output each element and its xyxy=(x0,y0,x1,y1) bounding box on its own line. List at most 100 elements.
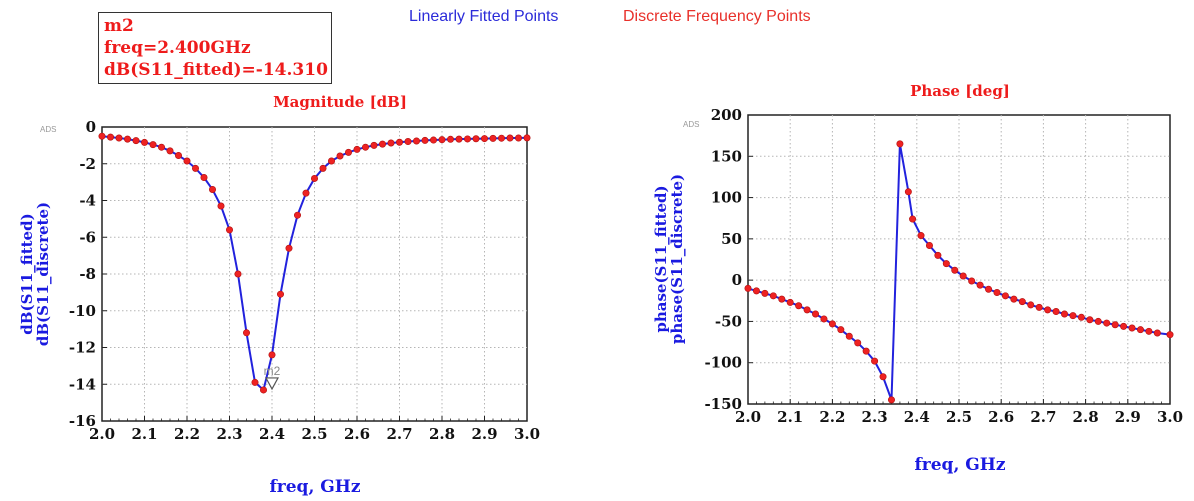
phase-series-discrete-point xyxy=(934,251,942,259)
mag-x-tick-label: 2.3 xyxy=(216,425,242,443)
mag-chart: 2.0 2.1 2.2 2.3 2.4 2.5 2.6 2.7 2.8 2.9 3.0 0 -2 -4 -6… xyxy=(18,93,540,497)
phase-x-tick-label: 2.5 xyxy=(946,408,972,426)
phase-series-discrete-point xyxy=(959,272,967,280)
mag-series-discrete-point xyxy=(192,164,200,172)
phase-series-discrete-point xyxy=(820,315,828,323)
phase-series-discrete-point xyxy=(812,310,820,318)
mag-y-tick-label: -12 xyxy=(69,339,96,357)
mag-y-axis-label-line: dB(S11_discrete) xyxy=(34,202,52,346)
mag-series-discrete-point xyxy=(98,132,106,140)
phase-series-discrete-point xyxy=(1094,317,1102,325)
mag-series-discrete-point xyxy=(259,386,267,394)
mag-x-tick-label: 2.7 xyxy=(386,425,412,443)
mag-series-discrete-point xyxy=(243,329,251,337)
phase-y-axis-label: phase(S11_fitted)phase(S11_discrete) xyxy=(652,174,686,344)
mag-series-discrete-point xyxy=(217,202,225,210)
marker-m2-label: m2 xyxy=(264,364,281,378)
mag-x-tick-label: 2.0 xyxy=(89,425,115,443)
mag-series-discrete-point xyxy=(234,270,242,278)
phase-series-discrete-point xyxy=(795,302,803,310)
phase-series-discrete-point xyxy=(879,373,887,381)
marker-m2-triangle-icon[interactable] xyxy=(264,377,280,391)
phase-series-discrete-point xyxy=(871,357,879,365)
phase-series-discrete-point xyxy=(786,298,794,306)
phase-watermark: ADS xyxy=(683,120,699,129)
phase-series-discrete-point xyxy=(854,339,862,347)
phase-series-discrete-point xyxy=(1018,298,1026,306)
phase-series-discrete-point xyxy=(1103,319,1111,327)
mag-series-discrete-point xyxy=(378,140,386,148)
marker-readout-box[interactable]: m2 freq=2.400GHz dB(S11_fitted)=-14.310 xyxy=(98,12,332,84)
phase-y-tick-label: -150 xyxy=(704,395,742,413)
mag-series-discrete-point xyxy=(285,244,293,252)
phase-series-discrete-point xyxy=(942,260,950,268)
phase-x-tick-label: 2.6 xyxy=(988,408,1014,426)
mag-series-discrete-point xyxy=(412,137,420,145)
legend-fitted-label: Linearly Fitted Points xyxy=(409,8,559,25)
phase-series-discrete-point xyxy=(1001,292,1009,300)
mag-x-axis-label: freq, GHz xyxy=(269,477,360,497)
phase-series-discrete-point xyxy=(1035,303,1043,311)
phase-series-discrete-point xyxy=(761,289,769,297)
marker-value: dB(S11_fitted)=-14.310 xyxy=(104,60,328,80)
mag-series-discrete-point xyxy=(438,136,446,144)
mag-series-discrete-point xyxy=(429,136,437,144)
phase-series-discrete-point xyxy=(1077,313,1085,321)
phase-x-axis-label: freq, GHz xyxy=(914,455,1005,475)
phase-series-discrete-point xyxy=(1153,329,1161,337)
mag-series-discrete-point xyxy=(344,148,352,156)
mag-series-discrete-point xyxy=(523,134,531,142)
mag-y-axis-label-line: dB(S11_fitted) xyxy=(18,213,36,334)
phase-series-discrete-point xyxy=(803,306,811,314)
phase-x-tick-label: 2.2 xyxy=(819,408,845,426)
mag-y-tick-label: -10 xyxy=(69,302,96,320)
mag-series-discrete-point xyxy=(353,145,361,153)
phase-series-discrete-point xyxy=(1120,322,1128,330)
phase-y-axis-label-line: phase(S11_fitted) xyxy=(652,185,670,332)
mag-series-discrete-point xyxy=(310,174,318,182)
mag-series-discrete-point xyxy=(175,151,183,159)
mag-series-discrete-point xyxy=(200,174,208,182)
mag-x-tick-label: 2.1 xyxy=(131,425,157,443)
phase-series-discrete-point xyxy=(887,396,895,404)
phase-series-discrete-point xyxy=(837,326,845,334)
phase-y-tick-label: 200 xyxy=(711,106,742,124)
phase-y-tick-label: 50 xyxy=(721,230,742,248)
mag-series-discrete-point xyxy=(107,133,115,141)
phase-y-tick-label: 0 xyxy=(732,271,742,289)
mag-y-tick-label: -14 xyxy=(69,375,96,393)
phase-series-discrete-point xyxy=(909,215,917,223)
phase-series-discrete-point xyxy=(1166,331,1174,339)
phase-series-discrete-point xyxy=(1027,301,1035,309)
mag-series-discrete-point xyxy=(497,134,505,142)
mag-series-discrete-point xyxy=(327,157,335,165)
phase-series-discrete-point xyxy=(778,295,786,303)
phase-series-discrete-point xyxy=(896,140,904,148)
phase-series-discrete-point xyxy=(904,188,912,196)
mag-series-discrete-point xyxy=(141,138,149,146)
mag-series-discrete-point xyxy=(149,141,157,149)
phase-series-discrete-point xyxy=(951,266,959,274)
phase-series-discrete-point xyxy=(1061,310,1069,318)
phase-series-discrete-point xyxy=(1044,306,1052,314)
phase-x-tick-label: 2.9 xyxy=(1115,408,1141,426)
mag-series-discrete-point xyxy=(158,143,166,151)
mag-series-discrete-point xyxy=(209,185,217,193)
mag-series-discrete-point xyxy=(455,135,463,143)
phase-series-discrete-point xyxy=(917,232,925,240)
mag-series-discrete-point xyxy=(472,135,480,143)
phase-x-tick-label: 3.0 xyxy=(1157,408,1183,426)
phase-series-discrete-point xyxy=(744,284,752,292)
phase-series-discrete-point xyxy=(1111,321,1119,329)
mag-series-discrete-point xyxy=(404,138,412,146)
mag-x-tick-label: 2.2 xyxy=(174,425,200,443)
mag-series-discrete-point xyxy=(336,152,344,160)
phase-x-tick-label: 2.8 xyxy=(1073,408,1099,426)
mag-series-discrete-point xyxy=(387,139,395,147)
phase-series-discrete-point xyxy=(1128,324,1136,332)
phase-series-discrete-point xyxy=(828,320,836,328)
mag-series-discrete-point xyxy=(370,141,378,149)
mag-series-discrete-point xyxy=(514,134,522,142)
phase-chart: 2.0 2.1 2.2 2.3 2.4 2.5 2.6 2.7 2.8 2.9 3.0 200 150 1… xyxy=(652,82,1183,475)
mag-series-discrete-point xyxy=(421,136,429,144)
